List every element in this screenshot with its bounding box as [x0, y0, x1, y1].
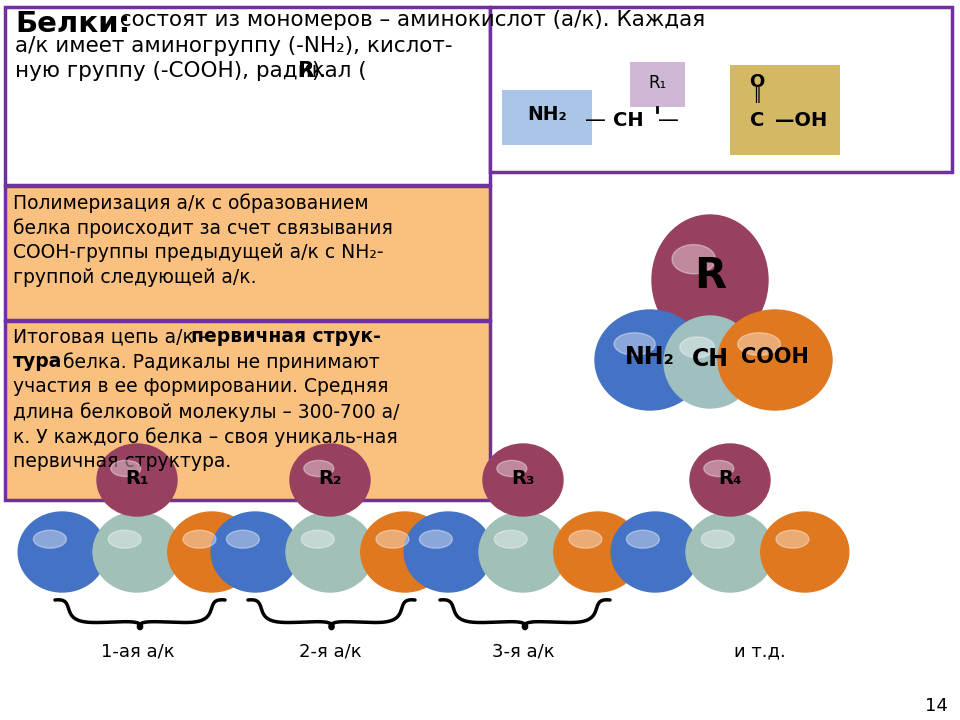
Ellipse shape	[286, 512, 374, 592]
Ellipse shape	[776, 530, 809, 548]
Text: —: —	[658, 110, 679, 130]
Text: Итоговая цепь а/к –: Итоговая цепь а/к –	[13, 327, 215, 346]
Text: 1-ая а/к: 1-ая а/к	[101, 642, 175, 660]
Ellipse shape	[168, 512, 255, 592]
Ellipse shape	[479, 512, 567, 592]
Ellipse shape	[18, 512, 107, 592]
FancyBboxPatch shape	[5, 186, 490, 320]
Text: Белки:: Белки:	[15, 10, 131, 38]
Text: —: —	[585, 110, 606, 130]
Ellipse shape	[494, 530, 527, 548]
Text: R₄: R₄	[718, 469, 742, 487]
Text: состоят из мономеров – аминокислот (а/к). Каждая: состоят из мономеров – аминокислот (а/к)…	[113, 10, 706, 30]
Ellipse shape	[227, 530, 259, 548]
Text: R: R	[694, 255, 726, 297]
Ellipse shape	[686, 512, 774, 592]
Ellipse shape	[680, 337, 714, 358]
Text: R₃: R₃	[512, 469, 535, 487]
Ellipse shape	[760, 512, 849, 592]
Ellipse shape	[183, 530, 216, 548]
FancyBboxPatch shape	[630, 62, 685, 107]
Ellipse shape	[110, 460, 141, 477]
Ellipse shape	[701, 530, 734, 548]
Text: ‖: ‖	[754, 87, 761, 103]
Text: белка происходит за счет связывания: белка происходит за счет связывания	[13, 218, 393, 238]
Text: NH₂: NH₂	[625, 345, 675, 369]
Text: белка. Радикалы не принимают: белка. Радикалы не принимают	[57, 352, 379, 372]
Ellipse shape	[664, 316, 756, 408]
Text: первичная струк-: первичная струк-	[191, 327, 381, 346]
Ellipse shape	[420, 530, 452, 548]
Ellipse shape	[704, 460, 733, 477]
FancyBboxPatch shape	[5, 321, 490, 500]
Text: Полимеризация а/к с образованием: Полимеризация а/к с образованием	[13, 193, 369, 212]
Text: 2-я а/к: 2-я а/к	[299, 642, 361, 660]
Text: и т.д.: и т.д.	[734, 642, 786, 660]
Ellipse shape	[554, 512, 642, 592]
Text: СООН-группы предыдущей а/к с NH₂-: СООН-группы предыдущей а/к с NH₂-	[13, 243, 383, 262]
Ellipse shape	[612, 512, 699, 592]
Ellipse shape	[93, 512, 181, 592]
Ellipse shape	[376, 530, 409, 548]
Ellipse shape	[626, 530, 660, 548]
Ellipse shape	[211, 512, 300, 592]
Text: а/к имеет аминогруппу (-NH₂), кислот-: а/к имеет аминогруппу (-NH₂), кислот-	[15, 36, 452, 56]
Text: CH: CH	[691, 347, 729, 371]
Ellipse shape	[301, 530, 334, 548]
Ellipse shape	[303, 460, 334, 477]
Ellipse shape	[718, 310, 832, 410]
Ellipse shape	[690, 444, 770, 516]
Text: 14: 14	[925, 697, 948, 715]
Text: O: O	[750, 73, 764, 91]
Text: участия в ее формировании. Средняя: участия в ее формировании. Средняя	[13, 377, 389, 396]
Text: R₁: R₁	[648, 74, 666, 92]
Text: длина белковой молекулы – 300-700 а/: длина белковой молекулы – 300-700 а/	[13, 402, 399, 422]
Text: первичная структура.: первичная структура.	[13, 452, 231, 471]
Ellipse shape	[108, 530, 141, 548]
Text: CH: CH	[612, 110, 643, 130]
Ellipse shape	[595, 310, 705, 410]
Text: COOH: COOH	[741, 347, 809, 367]
Ellipse shape	[614, 333, 656, 355]
FancyBboxPatch shape	[490, 7, 952, 172]
Ellipse shape	[737, 333, 780, 355]
Ellipse shape	[497, 460, 527, 477]
Ellipse shape	[483, 444, 563, 516]
Text: ).: ).	[311, 61, 326, 81]
Text: R₁: R₁	[125, 469, 149, 487]
Ellipse shape	[361, 512, 449, 592]
Text: ную группу (-СООН), радикал (: ную группу (-СООН), радикал (	[15, 61, 367, 81]
Text: R₂: R₂	[319, 469, 342, 487]
FancyBboxPatch shape	[5, 7, 490, 185]
FancyBboxPatch shape	[730, 65, 840, 155]
Text: группой следующей а/к.: группой следующей а/к.	[13, 268, 256, 287]
Text: 3-я а/к: 3-я а/к	[492, 642, 554, 660]
Text: R: R	[298, 61, 315, 81]
Ellipse shape	[97, 444, 177, 516]
Ellipse shape	[652, 215, 768, 345]
Text: NH₂: NH₂	[527, 106, 566, 125]
Ellipse shape	[569, 530, 602, 548]
Ellipse shape	[404, 512, 492, 592]
Text: —OH: —OH	[775, 110, 828, 130]
Text: тура: тура	[13, 352, 62, 371]
FancyBboxPatch shape	[502, 90, 592, 145]
Ellipse shape	[290, 444, 370, 516]
Text: C: C	[750, 110, 764, 130]
Text: к. У каждого белка – своя уникаль-ная: к. У каждого белка – своя уникаль-ная	[13, 427, 397, 446]
Ellipse shape	[672, 245, 715, 274]
Ellipse shape	[34, 530, 66, 548]
